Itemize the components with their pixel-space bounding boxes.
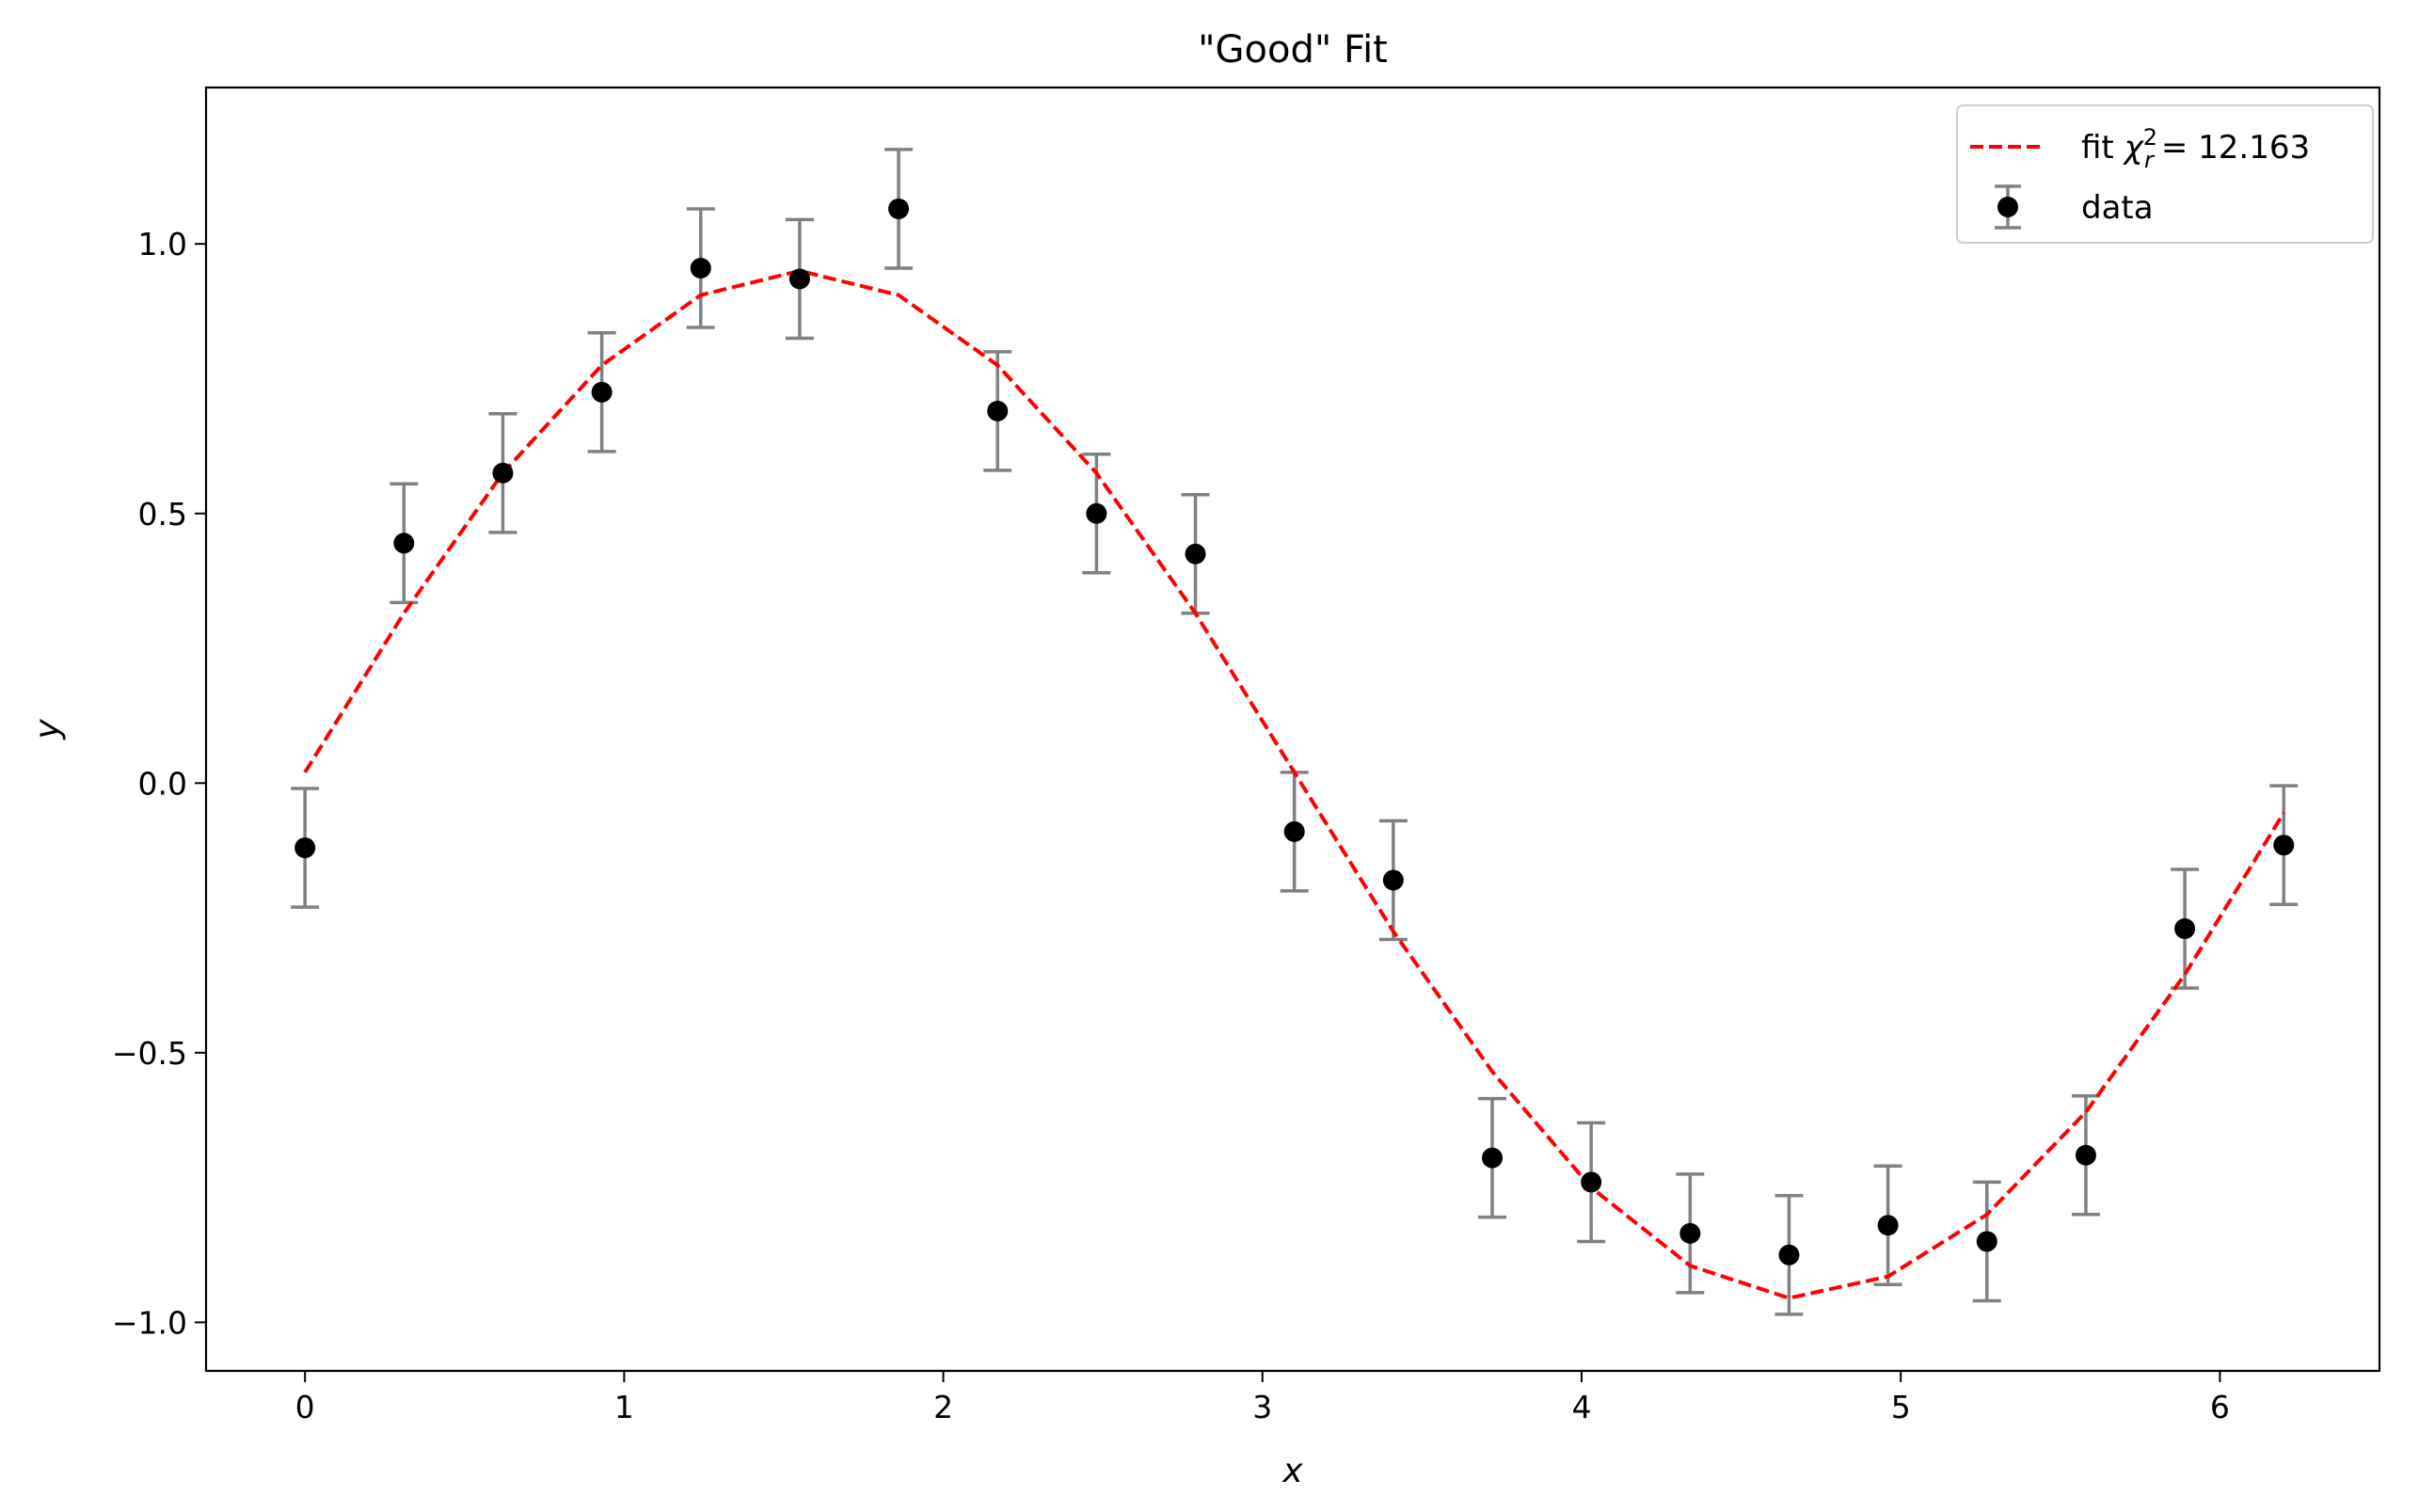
data-point [1185,543,1206,565]
data-point [987,400,1009,422]
x-tick-label: 2 [933,1389,953,1425]
data-point [888,198,910,219]
y-tick-label: −1.0 [112,1304,187,1341]
y-axis-label: y [28,719,67,740]
data-point [591,381,613,403]
data-point [1482,1147,1504,1169]
legend-fit-label: fit χ2 r = 12.163 [2081,124,2310,173]
x-tick-label: 4 [1571,1389,1591,1425]
x-tick-label: 5 [1891,1389,1911,1425]
legend-box [1956,104,2374,244]
data-point [393,533,415,554]
legend-data-marker [1997,197,2018,217]
x-tick-label: 0 [295,1389,315,1425]
data-point [1382,869,1404,891]
x-tick-label: 6 [2210,1389,2230,1425]
data-point [1976,1231,1997,1252]
data-point [2075,1144,2096,1166]
data-point [690,257,711,279]
y-tick-label: 1.0 [138,226,187,263]
data-point [1679,1222,1701,1244]
data-point [492,462,514,484]
data-point [1581,1171,1602,1193]
data-point [1283,820,1305,842]
data-point [294,837,316,859]
data-point [788,268,810,290]
chart-title: "Good" Fit [1198,28,1388,72]
data-point [2273,835,2295,856]
y-tick-label: 0.0 [138,765,187,802]
x-tick-label: 1 [614,1389,634,1425]
y-tick-label: 0.5 [138,496,187,533]
x-axis-label: x [1281,1452,1303,1490]
data-point [1086,502,1107,524]
fit-line [303,268,2285,1300]
data-point [1877,1215,1899,1236]
x-tick-label: 3 [1252,1389,1272,1425]
plot-layer: 0 1 2 3 4 5 6 −1.0 −0.5 0.0 0.5 1.0 [112,86,2381,1425]
legend: fit χ2 r = 12.163 data [1956,104,2374,244]
y-tick-label: −0.5 [112,1035,187,1072]
data-point [2174,918,2196,940]
legend-data-label: data [2081,189,2154,227]
data-point [1778,1244,1800,1265]
plot-frame [204,86,2381,1373]
